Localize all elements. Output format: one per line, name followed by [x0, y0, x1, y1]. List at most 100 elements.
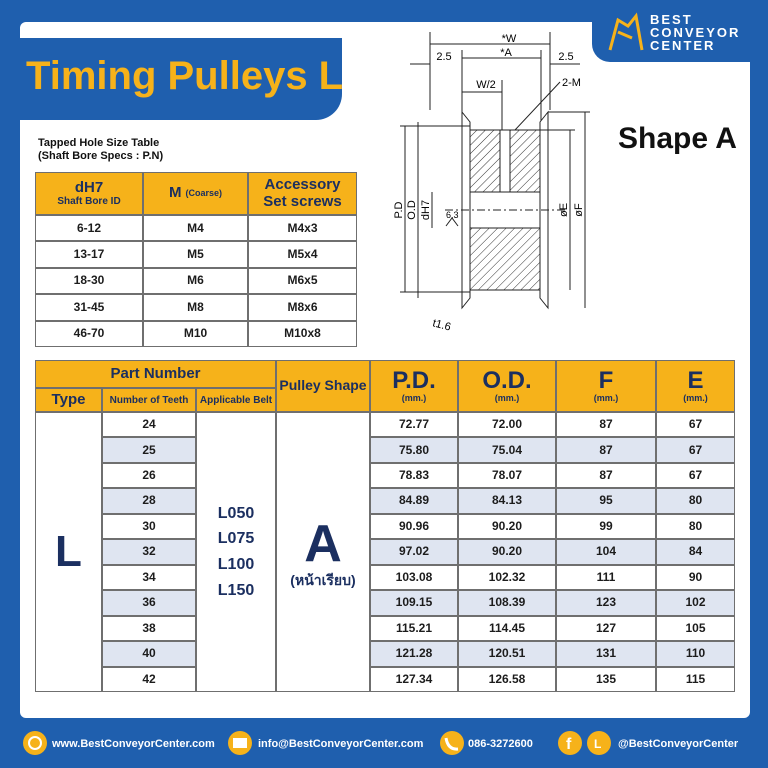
cell-text: 34 [142, 569, 156, 584]
cell-text: 38 [142, 620, 156, 635]
table-cell: 38 [102, 615, 196, 642]
cell-text: 67 [688, 468, 703, 483]
cell-text: 95 [599, 493, 613, 508]
table-cell: M10x8 [248, 320, 357, 347]
dim-label: *W [502, 33, 517, 45]
footer-social[interactable]: @BestConveyorCenter [618, 738, 739, 750]
table-cell: 72.00 [458, 412, 556, 438]
table-cell: 13-17 [35, 241, 143, 268]
table-cell: 121.28 [370, 641, 458, 667]
footer-icons: f L [23, 731, 611, 755]
header-cell: dH7 Shaft Bore ID [35, 172, 143, 215]
cell-text: 75.04 [491, 442, 523, 457]
header-unit: (mm.) [494, 393, 520, 404]
header-label: O.D. [482, 366, 532, 394]
cell-text: 87 [599, 417, 613, 432]
cell-text: 26 [142, 468, 156, 483]
table-cell: 78.07 [458, 462, 556, 489]
dim-label: øE [558, 203, 570, 217]
title-box [0, 38, 342, 120]
table-cell: 127.34 [370, 666, 458, 692]
table-cell: 103.08 [370, 564, 458, 591]
header-cell: Accessory Set screws [248, 172, 357, 215]
cell-text: 120.51 [488, 646, 526, 661]
dim-label: dH7 [420, 200, 432, 220]
header-label: dH7 [74, 178, 104, 196]
table-cell: 87 [556, 412, 656, 438]
cell-text: M8x6 [287, 299, 318, 314]
svg-text:L: L [594, 737, 601, 751]
table-cell: 90.96 [370, 513, 458, 540]
caption-line: (Shaft Bore Specs : P.N) [38, 150, 164, 162]
footer-web[interactable]: www.BestConveyorCenter.com [52, 738, 215, 750]
cell-text: 104 [595, 544, 617, 559]
logo-box [592, 0, 768, 62]
table-cell: 26 [102, 462, 196, 489]
table-cell: 34 [102, 564, 196, 591]
table-cell: 123 [556, 590, 656, 616]
shape-note: (หน้าเรียบ) [290, 571, 356, 588]
cell-text: 32 [142, 544, 156, 559]
footer [0, 718, 768, 768]
table-cell: 67 [656, 412, 735, 438]
logo-text: BEST CONVEYOR CENTER [650, 13, 740, 52]
cell-text: 80 [688, 493, 703, 508]
cell-text: M4 [187, 220, 204, 235]
table-cell: 6-12 [35, 215, 143, 242]
cell-text: 121.28 [395, 646, 433, 661]
dim-label: P.D [393, 201, 405, 218]
cell-text: 75.80 [398, 442, 430, 457]
cell-text: 67 [688, 442, 703, 457]
table-cell: 115 [656, 666, 735, 692]
logo-line: BEST [650, 12, 693, 27]
table-cell: 75.04 [458, 437, 556, 463]
logo-icon [608, 12, 644, 51]
footer-email[interactable]: info@BestConveyorCenter.com [258, 738, 424, 750]
table-cell: 95 [556, 488, 656, 514]
table-cell: 46-70 [35, 320, 143, 347]
cell-text: 90 [688, 569, 703, 584]
header-cell: Applicable Belt [196, 388, 276, 412]
table-cell: 40 [102, 641, 196, 667]
table-cell: 84.89 [370, 488, 458, 514]
cell-text: 127 [595, 620, 617, 635]
belt-text: L075 [217, 530, 255, 548]
dim-label: t1.6 [431, 317, 452, 333]
table-cell: M4 [143, 215, 248, 242]
header-sub: Shaft Bore ID [57, 196, 121, 208]
cell-text: 115.21 [395, 620, 433, 635]
footer-phone[interactable]: 086-3272600 [468, 738, 533, 750]
belt-text: L050 [217, 504, 255, 522]
belt-cell: L050 L075 L100 L150 [196, 412, 276, 692]
cell-text: 84.89 [398, 493, 430, 508]
table-cell: 110 [656, 641, 735, 667]
cell-text: 102.32 [488, 569, 526, 584]
cell-text: 90.20 [491, 544, 523, 559]
header-cell: P.D. (mm.) [370, 360, 458, 412]
header-cell: Part Number [35, 360, 276, 388]
cell-text: 40 [142, 646, 156, 661]
cell-text: 123 [595, 595, 617, 610]
dim-label: O.D [406, 200, 418, 220]
cell-text: 126.58 [488, 671, 526, 686]
cell-text: 6-12 [76, 220, 102, 235]
header-label: F [598, 366, 614, 394]
header-cell: Number of Teeth [102, 388, 196, 412]
header-label: Type [51, 390, 86, 408]
table-cell: M5 [143, 241, 248, 268]
table-cell: 109.15 [370, 590, 458, 616]
table-cell: M4x3 [248, 215, 357, 242]
belt-text: L100 [217, 556, 255, 573]
cell-text: 109.15 [395, 595, 433, 610]
table-cell: 97.02 [370, 539, 458, 565]
header-label: Number of Teeth [109, 394, 189, 406]
table-cell: 120.51 [458, 641, 556, 667]
table-cell: 87 [556, 437, 656, 463]
cell-text: 103.08 [395, 569, 433, 584]
header-cell: M (Coarse) [143, 172, 248, 215]
type-cell: L [35, 412, 102, 692]
cell-text: 78.83 [398, 468, 430, 483]
table-cell: 31-45 [35, 294, 143, 321]
shape-title: Shape A [618, 122, 737, 155]
